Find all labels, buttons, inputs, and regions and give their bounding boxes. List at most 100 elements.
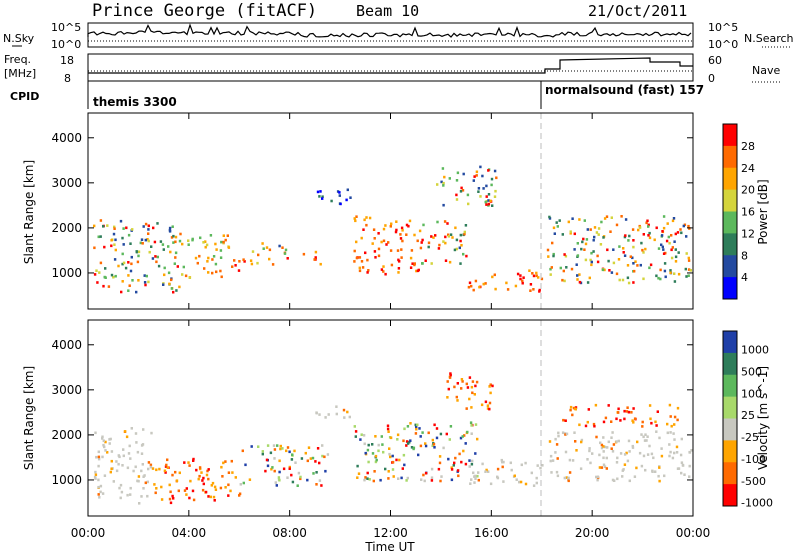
power-cell [397, 267, 401, 270]
power-cell [283, 252, 287, 255]
power-cell [93, 273, 97, 276]
velocity-cell [227, 494, 230, 497]
power-cell [226, 234, 229, 237]
power-cell [355, 256, 359, 260]
velocity-cell [471, 391, 474, 395]
power-cell [561, 233, 564, 236]
power-cell [624, 234, 627, 237]
velocity-cell [300, 457, 304, 460]
power-cell [615, 272, 619, 276]
power-cell [396, 249, 400, 252]
power-cell [581, 240, 584, 244]
velocity-cell [466, 430, 469, 434]
velocity-cell [564, 433, 567, 436]
power-cell [576, 254, 580, 257]
power-cell [135, 290, 138, 294]
power-cell [667, 235, 670, 239]
velocity-cell [103, 474, 107, 477]
power-cell [532, 274, 536, 278]
power-cell [167, 245, 170, 248]
power-cell [603, 217, 607, 220]
velocity-cell [592, 422, 596, 426]
velocity-cell [101, 492, 105, 495]
power-cell [590, 260, 593, 264]
velocity-cell [671, 456, 675, 460]
noise-right-tick-bottom: 10^0 [708, 38, 738, 51]
velocity-cell [250, 445, 253, 448]
velocity-cell [206, 469, 209, 473]
velocity-cell [99, 490, 102, 494]
power-cell [669, 269, 672, 272]
velocity-cell [239, 483, 242, 486]
power-cell [382, 227, 386, 231]
power-cell [578, 218, 581, 221]
power-cell [688, 227, 691, 230]
velocity-cell [458, 452, 461, 456]
power-cell [477, 187, 481, 190]
velocity-cell [405, 444, 408, 447]
velocity-cell [174, 470, 177, 474]
power-cell [319, 262, 322, 266]
velocity-cell [456, 469, 460, 472]
velocity-cell [110, 467, 113, 471]
power-cell [144, 283, 147, 287]
velocity-cell [617, 407, 620, 411]
power-cell [516, 272, 520, 276]
colorbar-swatch [723, 167, 737, 191]
velocity-cell [97, 485, 100, 489]
velocity-cell [164, 471, 167, 474]
velocity-cell [149, 465, 153, 469]
velocity-cell [509, 461, 512, 465]
velocity-cell [555, 443, 559, 446]
power-cell [489, 199, 492, 203]
power-cell [593, 235, 596, 239]
velocity-cell [304, 451, 307, 455]
velocity-cell [177, 489, 180, 493]
velocity-cell [676, 418, 679, 422]
velocity-cell [454, 456, 457, 460]
power-cell [556, 225, 559, 228]
velocity-cell [306, 478, 309, 482]
power-cell [623, 254, 627, 257]
velocity-cell [403, 427, 406, 431]
power-cell [653, 238, 656, 242]
velocity-cell [535, 481, 538, 485]
velocity-cell [535, 476, 538, 480]
colorbar-swatch [723, 374, 737, 398]
velocity-cell [110, 450, 114, 453]
power-cell [127, 274, 130, 277]
power-cell [427, 241, 431, 245]
power-cell [380, 268, 384, 271]
power-cell [157, 264, 161, 268]
velocity-cell [97, 457, 101, 461]
power-cell [353, 217, 356, 220]
velocity-cell [224, 486, 227, 489]
power-cell [365, 216, 368, 219]
power-cell [640, 241, 643, 245]
power-cell [599, 243, 603, 246]
power-cell [563, 253, 566, 256]
power-cell [592, 238, 595, 242]
velocity-cell [673, 423, 676, 426]
velocity-cell [652, 456, 655, 460]
velocity-cell [646, 453, 650, 456]
velocity-cell [613, 479, 616, 482]
power-cell [564, 254, 568, 258]
velocity-cell [386, 424, 390, 428]
power-cell [178, 239, 182, 243]
x-tick-label: 16:00 [474, 526, 509, 540]
velocity-cell [224, 460, 227, 463]
velocity-cell [125, 435, 129, 439]
power-cell [314, 250, 318, 254]
velocity-cell [261, 450, 264, 453]
velocity-cell [368, 478, 371, 481]
power-cell [418, 229, 422, 233]
power-cell [455, 179, 459, 182]
velocity-cell [477, 478, 480, 482]
velocity-cell [474, 423, 478, 426]
power-cell [367, 269, 370, 272]
power-cell [514, 284, 518, 288]
velocity-cell [502, 480, 505, 483]
velocity-cell [389, 436, 393, 440]
colorbar-swatch [723, 233, 737, 256]
